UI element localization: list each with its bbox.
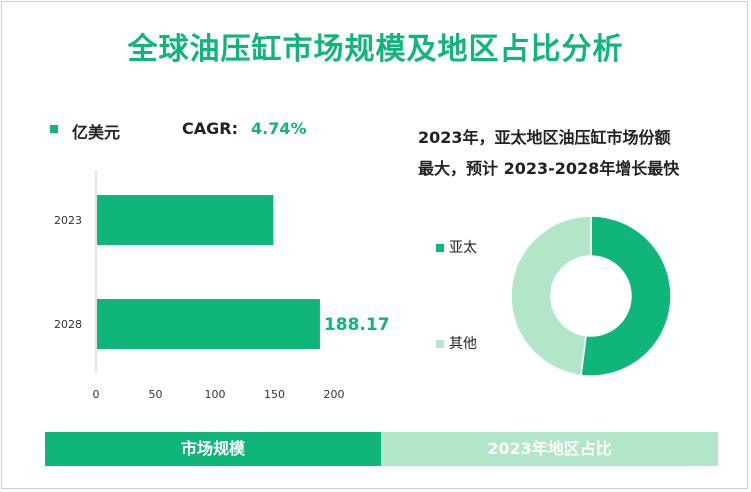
bar-2023 [97, 195, 274, 245]
x-tick-label-150: 150 [264, 388, 285, 401]
x-tick-label-100: 100 [205, 388, 226, 401]
cagr-value: 4.74% [251, 119, 307, 138]
bar-chart: 2023 2028 188.17 0 50 100 150 200 [54, 170, 390, 401]
legend-swatch-1 [436, 340, 444, 348]
category-label-2023: 2023 [54, 214, 82, 227]
footer-tab-market-size: 市场规模 [45, 432, 381, 466]
legend-swatch [50, 125, 58, 133]
page-title: 全球油压缸市场规模及地区占比分析 [127, 32, 624, 67]
category-label-2028: 2028 [54, 318, 82, 331]
data-label-2028: 188.17 [324, 315, 390, 335]
bar-2028 [97, 299, 320, 349]
legend-swatch-0 [436, 244, 444, 252]
legend-label-0: 亚太 [449, 240, 477, 256]
x-tick-label-200: 200 [324, 388, 345, 401]
annotation-line-2: 最大，预计 2023-2028年增长最快 [418, 159, 680, 178]
x-tick-label-0: 0 [93, 388, 100, 401]
donut-slice-0 [580, 215, 672, 377]
donut-slice-1 [510, 215, 592, 377]
unit-label: 亿美元 [72, 123, 121, 142]
annotation-line-1: 2023年，亚太地区油压缸市场份额 [418, 128, 671, 147]
annotation-note: 2023年，亚太地区油压缸市场份额 最大，预计 2023-2028年增长最快 [418, 122, 738, 184]
legend-label-1: 其他 [449, 336, 477, 352]
cagr-label: CAGR: [182, 119, 238, 138]
footer-tab-region-share: 2023年地区占比 [381, 432, 718, 466]
x-tick-label-50: 50 [149, 388, 163, 401]
